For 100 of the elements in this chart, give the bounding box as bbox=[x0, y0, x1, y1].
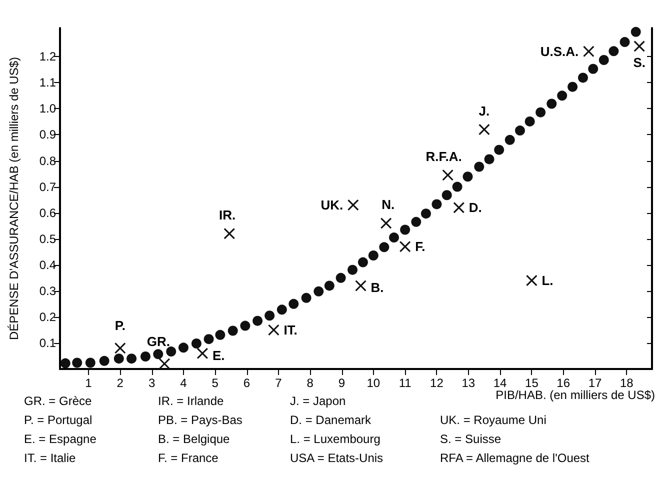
point bbox=[215, 330, 226, 340]
y-tick-label: 0.9 bbox=[39, 128, 56, 142]
point bbox=[630, 26, 641, 37]
x-tick-label: 18 bbox=[620, 376, 634, 390]
point bbox=[400, 224, 410, 235]
point bbox=[442, 190, 452, 200]
x-tick-label: 12 bbox=[430, 376, 444, 390]
text: B. = Belgique bbox=[158, 432, 230, 446]
point bbox=[536, 107, 546, 118]
annotation: N. bbox=[382, 197, 395, 212]
point bbox=[178, 342, 188, 353]
text: IR. = Irlande bbox=[158, 394, 224, 408]
text: IT. = Italie bbox=[24, 451, 76, 465]
point bbox=[557, 90, 568, 101]
x-tick-label: 5 bbox=[212, 376, 219, 390]
annotation: U.S.A. bbox=[540, 44, 579, 59]
point bbox=[524, 116, 535, 126]
point bbox=[348, 264, 358, 275]
text: UK. = Royaume Uni bbox=[440, 413, 546, 427]
point bbox=[324, 280, 334, 291]
y-tick-label: 0.5 bbox=[39, 232, 56, 246]
x-tick-label: 1 bbox=[85, 376, 92, 390]
annotation: UK. bbox=[320, 198, 344, 213]
text: E. = Espagne bbox=[24, 432, 97, 446]
point bbox=[453, 202, 464, 214]
text: D. = Danemark bbox=[290, 413, 372, 427]
annotation: J. bbox=[478, 104, 490, 119]
annotation: P. bbox=[114, 318, 126, 334]
x-tick-label: 16 bbox=[556, 376, 570, 390]
annotation: IT. bbox=[284, 322, 298, 338]
point bbox=[60, 358, 70, 368]
y-tick-label: 0.2 bbox=[39, 310, 56, 324]
point bbox=[336, 272, 346, 283]
point bbox=[301, 292, 312, 303]
point bbox=[389, 232, 399, 243]
x-tick-label: 6 bbox=[243, 376, 250, 390]
x-tick-label: 7 bbox=[275, 376, 282, 390]
point bbox=[224, 228, 235, 240]
y-tick-label: 0.3 bbox=[39, 284, 56, 298]
point bbox=[514, 126, 525, 136]
point bbox=[153, 349, 164, 360]
point bbox=[166, 346, 176, 357]
point bbox=[196, 348, 208, 359]
x-axis-title: PIB/HAB. (en milliers de US$) bbox=[496, 388, 656, 402]
y-tick-label: 1.0 bbox=[39, 102, 56, 116]
point bbox=[608, 46, 619, 56]
annotation: F. bbox=[415, 239, 426, 254]
annotation: E. bbox=[212, 348, 225, 363]
point bbox=[568, 82, 578, 92]
point bbox=[348, 200, 359, 211]
point bbox=[204, 334, 214, 344]
point bbox=[432, 199, 442, 210]
point bbox=[546, 98, 557, 109]
annotation: S. bbox=[633, 55, 646, 70]
text: PB. = Pays-Bas bbox=[158, 413, 242, 427]
point bbox=[462, 172, 473, 182]
point bbox=[240, 320, 250, 331]
text: P. = Portugal bbox=[24, 413, 92, 427]
y-tick-label: 0.8 bbox=[39, 154, 56, 168]
point bbox=[191, 338, 202, 348]
text: RFA = Allemagne de l'Ouest bbox=[440, 451, 590, 465]
x-tick-label: 14 bbox=[493, 376, 508, 390]
x-tick-label: 3 bbox=[148, 376, 156, 390]
point bbox=[411, 216, 422, 227]
text: J. = Japon bbox=[290, 394, 346, 408]
x-tick-label: 8 bbox=[306, 376, 314, 390]
y-axis-title: DÉPENSE D'ASSURANCE/HAB (en milliers de US$) bbox=[7, 56, 21, 340]
x-tick-label: 17 bbox=[588, 376, 602, 390]
point bbox=[288, 298, 299, 309]
point bbox=[504, 134, 515, 145]
point bbox=[478, 124, 490, 136]
annotation: B. bbox=[370, 280, 384, 296]
text: L. = Luxembourg bbox=[290, 432, 380, 446]
y-tick-label: 0.7 bbox=[39, 180, 56, 194]
point bbox=[85, 358, 96, 368]
x-tick-label: 4 bbox=[180, 376, 188, 390]
x-tick-label: 11 bbox=[398, 376, 412, 390]
point bbox=[620, 37, 630, 48]
point bbox=[634, 40, 645, 52]
x-tick-label: 13 bbox=[462, 376, 476, 390]
point bbox=[379, 242, 390, 252]
y-tick-label: 0.6 bbox=[39, 206, 56, 220]
point bbox=[114, 342, 126, 354]
y-tick-label: 1.2 bbox=[39, 50, 56, 64]
point bbox=[126, 354, 137, 364]
y-tick-label: 1.1 bbox=[39, 76, 56, 90]
point bbox=[420, 208, 431, 219]
x-tick-label: 9 bbox=[338, 376, 346, 390]
annotation: L. bbox=[542, 272, 554, 288]
point bbox=[474, 162, 484, 172]
y-tick-label: 0.1 bbox=[39, 336, 56, 350]
point bbox=[452, 182, 462, 192]
text: GR. = Grèce bbox=[24, 394, 92, 408]
point bbox=[442, 170, 454, 181]
point bbox=[99, 356, 110, 366]
annotation: R.F.A. bbox=[426, 149, 462, 164]
point bbox=[114, 354, 124, 364]
annotation: GR. bbox=[146, 334, 170, 349]
y-tick-label: 0.4 bbox=[39, 258, 56, 272]
point bbox=[268, 324, 280, 336]
